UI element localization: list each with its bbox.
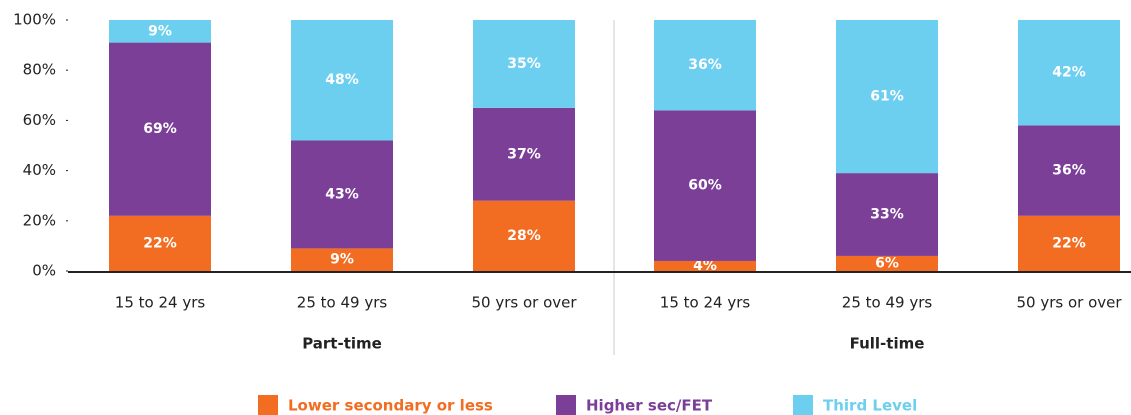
group-label: Part-time	[302, 335, 382, 353]
value-label: 69%	[143, 121, 177, 137]
bar-segment	[109, 20, 211, 43]
y-tick-label: 60%	[23, 111, 56, 129]
bar-segment	[109, 42, 211, 216]
legend-label: Higher sec/FET	[586, 397, 713, 415]
group-label: Full-time	[850, 335, 925, 353]
legend-label: Third Level	[823, 397, 917, 415]
value-label: 35%	[507, 56, 541, 72]
bar-segment	[473, 20, 575, 108]
x-tick-label: 25 to 49 yrs	[842, 294, 933, 312]
bar-segment	[109, 215, 211, 271]
bar-segment	[836, 255, 938, 271]
value-label: 28%	[507, 228, 541, 244]
bar-segment	[1018, 20, 1120, 126]
y-tick-label: 100%	[13, 11, 56, 29]
legend-label: Lower secondary or less	[288, 397, 493, 415]
bar-segment	[473, 200, 575, 271]
bar-segment	[1018, 125, 1120, 216]
y-tick-label: 0%	[32, 262, 56, 280]
x-tick-label: 50 yrs or over	[1016, 294, 1122, 312]
legend-swatch	[258, 395, 278, 415]
value-label: 33%	[870, 207, 904, 223]
bar-segment	[291, 20, 393, 141]
y-tick-label: 20%	[23, 211, 56, 229]
value-label: 4%	[693, 258, 717, 274]
value-label: 9%	[148, 23, 172, 39]
value-label: 22%	[1052, 235, 1086, 251]
legend-swatch	[793, 395, 813, 415]
legend-swatch	[556, 395, 576, 415]
value-label: 36%	[688, 57, 722, 73]
value-label: 6%	[875, 255, 899, 271]
bar-segment	[473, 107, 575, 201]
y-tick-label: 40%	[23, 161, 56, 179]
x-tick-label: 25 to 49 yrs	[297, 294, 388, 312]
bar-segment	[291, 248, 393, 271]
bar-segment	[836, 20, 938, 174]
value-label: 37%	[507, 146, 541, 162]
value-label: 36%	[1052, 163, 1086, 179]
bar-segment	[654, 260, 756, 271]
value-label: 42%	[1052, 65, 1086, 81]
value-label: 61%	[870, 89, 904, 105]
bar-segment	[291, 140, 393, 249]
x-tick-label: 15 to 24 yrs	[660, 294, 751, 312]
value-label: 60%	[688, 178, 722, 194]
value-label: 48%	[325, 72, 359, 88]
x-tick-label: 15 to 24 yrs	[115, 294, 206, 312]
y-tick-label: 80%	[23, 61, 56, 79]
bar-segment	[654, 20, 756, 111]
value-label: 22%	[143, 235, 177, 251]
bar-segment	[836, 173, 938, 256]
x-tick-label: 50 yrs or over	[471, 294, 577, 312]
bar-segment	[654, 110, 756, 261]
value-label: 43%	[325, 186, 359, 202]
value-label: 9%	[330, 252, 354, 268]
bar-segment	[1018, 215, 1120, 271]
